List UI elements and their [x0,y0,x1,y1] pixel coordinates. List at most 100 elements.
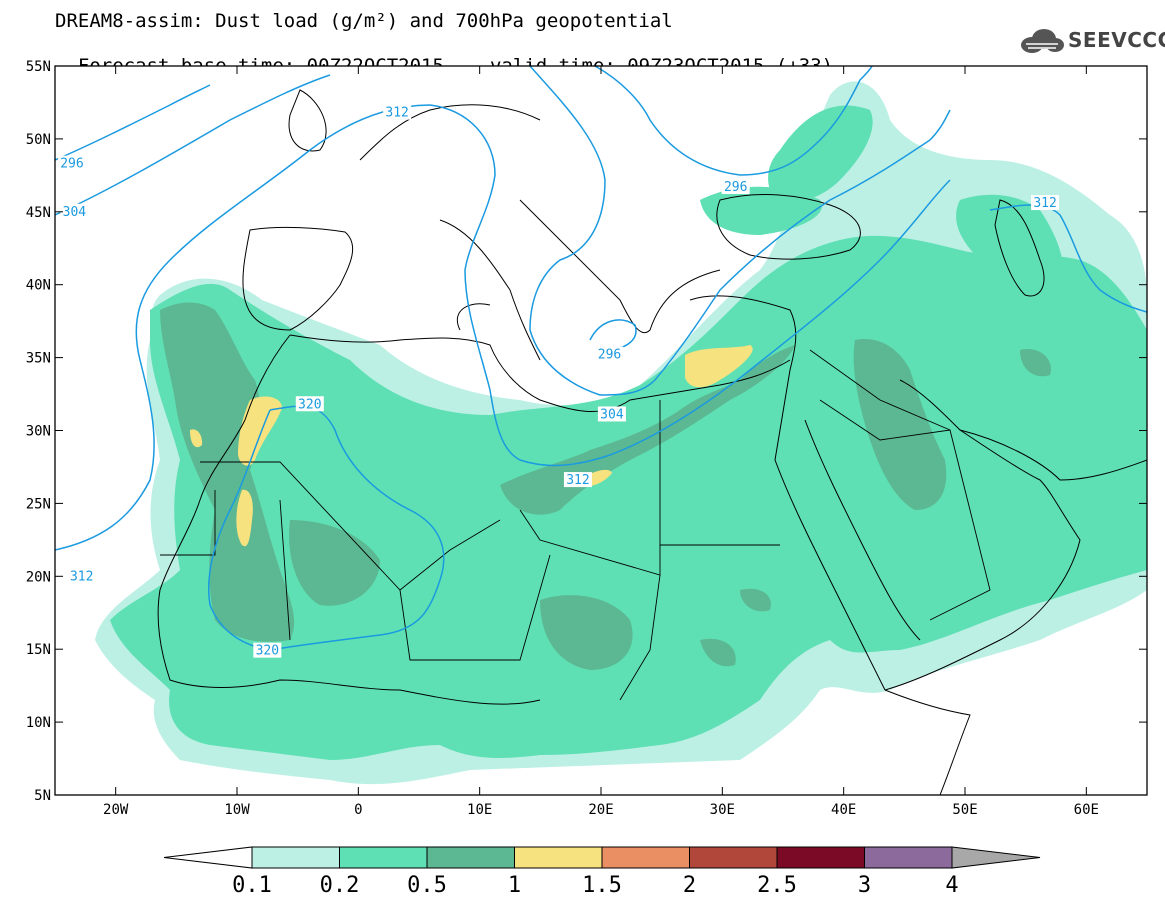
lon-tick-label: 50E [952,802,977,818]
lat-tick-label: 10N [26,715,51,731]
coast-caspian [994,199,1045,297]
contour-label-background [295,396,324,412]
dust-0.5-1-region-sudan [700,588,771,667]
lat-tick-label: 45N [26,205,51,221]
contour-label-background [67,568,96,584]
dust-0.5-1-region-west [160,302,295,642]
dust-0.5-1-region-arabia [853,339,947,510]
dust-1-1.5-patch-egypt [685,345,753,388]
cloud-icon [1021,29,1064,53]
coast-britain [288,89,327,152]
border-iraq [809,349,951,431]
border-sudan [619,544,780,701]
colorbar-under-triangle [163,846,253,869]
border-libya-egypt [519,400,661,576]
contour-label-background [597,406,626,422]
lon-tick-label: 40E [831,802,856,818]
coast-arabia [884,379,1081,691]
contour-312-west [55,104,951,551]
contour-label: 312 [1033,196,1056,211]
contour-label: 320 [298,397,321,412]
contour-label: 312 [70,569,93,584]
dust-patch-caspian [956,194,1064,300]
geopotential-contours [55,66,1147,651]
lat-tick-label: 30N [26,424,51,440]
dust-1-1.5-patch-morocco [238,396,282,466]
colorbar-segment [864,846,953,869]
colorbar-label: 1 [508,873,521,898]
contour-label-background [253,642,282,658]
coast-iberia [242,226,354,331]
colorbar-segment [601,846,690,869]
colorbar-segment [776,846,865,869]
contour-label: 312 [385,106,408,121]
contour-label: 296 [724,180,747,195]
contour-296-west [55,84,211,161]
lat-tick-label: 15N [26,642,51,658]
colorbar-segment [514,846,603,869]
colorbar-segment [339,846,428,869]
colorbar-over-triangle [951,846,1041,869]
lat-tick-label: 40N [26,278,51,294]
contour-label-background [60,203,89,219]
coast-black-sea [716,194,861,260]
country-borders [160,349,991,701]
colorbar-label: 4 [945,873,958,898]
colorbar-label: 0.2 [320,873,360,898]
contour-label-background [1031,195,1060,211]
lon-tick-label: 0 [354,802,362,818]
border-niger-chad [399,554,551,661]
contour-label-background [595,346,624,362]
contour-304-west [55,74,331,216]
contour-labels: 296 304 312 296 312 296 304 312 320 312 320 [57,104,1060,659]
contour-label-background [57,155,86,171]
lat-tick-label: 35N [26,351,51,367]
coast-red-sea [774,419,921,691]
colorbar-label: 0.5 [407,873,447,898]
lon-tick-label: 10W [224,802,250,818]
logo-text: SEEVCCC [1068,28,1165,52]
contour-label: 312 [566,473,589,488]
contour-label: 320 [256,644,279,659]
contour-label-background [721,179,750,195]
latitude-ticks: 55N 50N 45N 40N 35N 30N 25N 20N 15N 10N 5N [26,59,1147,804]
lat-tick-label: 5N [34,788,51,804]
lon-tick-label: 20W [103,802,129,818]
colorbar-label: 3 [858,873,871,898]
contour-312-east [989,204,1147,313]
colorbar-segment [251,846,340,869]
lat-tick-label: 25N [26,496,51,512]
contour-304-central [594,66,873,176]
colorbar-segment [689,846,778,869]
coast-west-africa [157,334,541,705]
coast-north-africa [289,334,791,413]
dust-0.5-1-region-west2 [289,520,380,606]
colorbar-label: 2 [683,873,696,898]
coast-persian-gulf [959,429,1147,481]
contour-320 [207,405,445,651]
dust-0.5-1-region-chad [540,595,633,670]
contour-label-background [383,104,412,120]
contour-label: 304 [63,205,87,220]
dust-1-1.5-patch-canary [190,429,203,448]
lon-tick-label: 30E [710,802,735,818]
contour-label: 296 [598,348,621,363]
dust-patch-black-sea [768,105,873,201]
lat-tick-label: 20N [26,569,51,585]
colorbar-label: 0.1 [232,873,272,898]
colorbar-label: 1.5 [582,873,622,898]
lon-tick-label: 60E [1074,802,1099,818]
border-mauritania [160,490,291,641]
contour-label: 304 [600,407,624,422]
dust-patch-ukraine [700,186,822,235]
coast-europe-north [359,104,541,161]
seevccc-logo: SEEVCCC [1018,26,1165,58]
colorbar-segment [426,846,515,869]
lat-tick-label: 50N [26,132,51,148]
dust-0.5-1-region-iran [1020,349,1051,377]
dust-1-1.5-patch-sahara [236,489,253,547]
contour-label: 296 [60,157,83,172]
lat-tick-label: 55N [26,59,51,75]
contour-label-background [563,472,592,488]
